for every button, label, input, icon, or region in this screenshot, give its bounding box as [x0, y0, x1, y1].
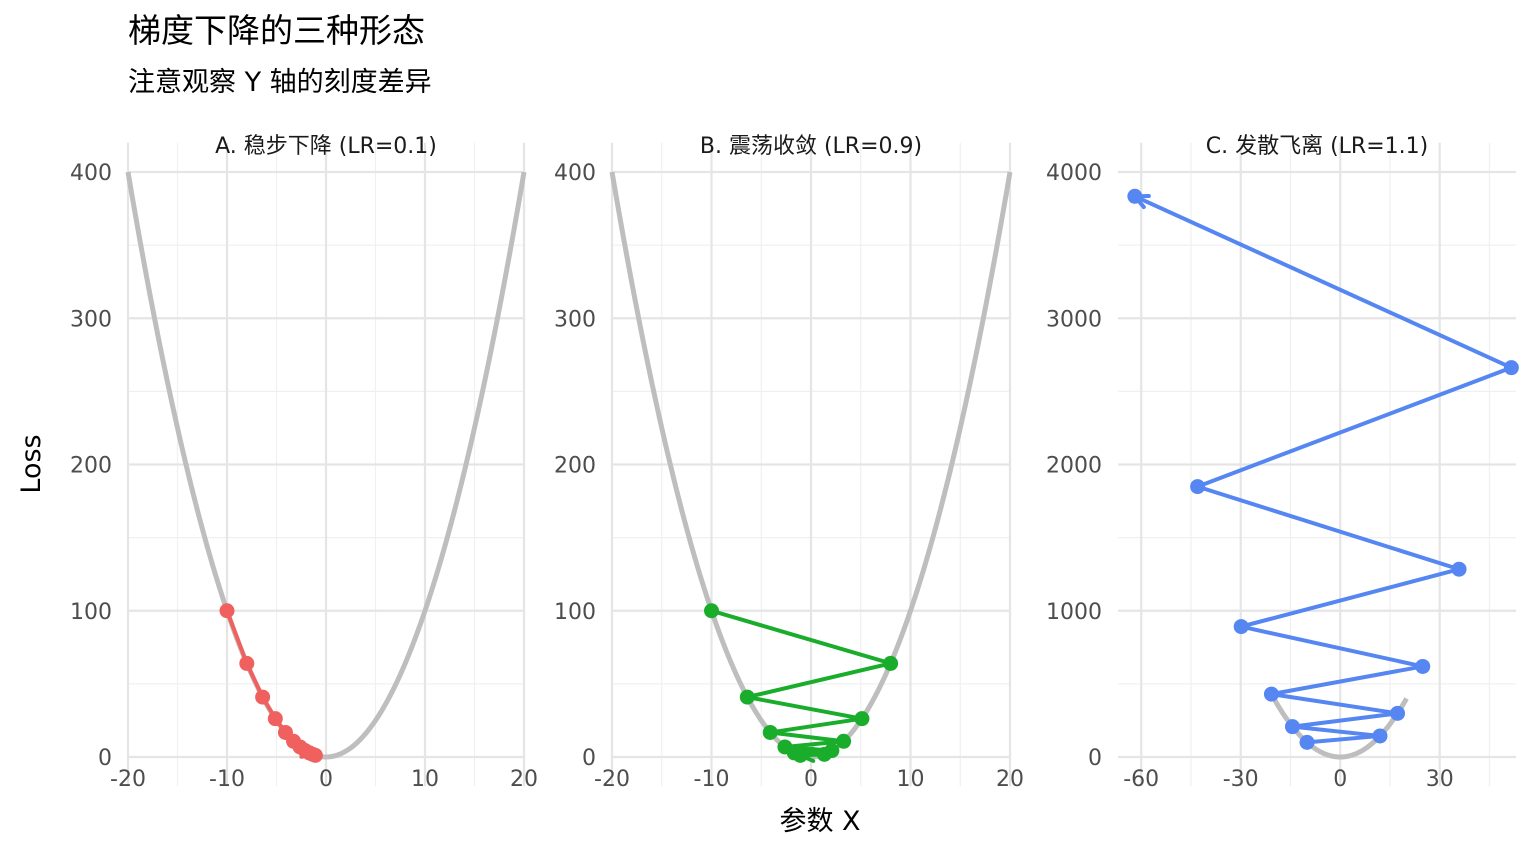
y-tick-label: 400	[554, 161, 596, 186]
path-segment	[1195, 365, 1514, 489]
path-segment	[225, 608, 249, 666]
y-tick-label: 1000	[1046, 600, 1102, 625]
descent-point	[1190, 479, 1206, 495]
descent-point	[1284, 719, 1300, 735]
descent-point	[792, 747, 808, 763]
loss-curve	[125, 171, 527, 760]
descent-point	[307, 747, 323, 763]
y-tick-label: 400	[70, 161, 112, 186]
y-tick-label: 300	[70, 307, 112, 332]
path-segment	[768, 716, 864, 735]
path-segment	[768, 730, 846, 744]
y-tick-label: 2000	[1046, 454, 1102, 479]
y-tick-label: 4000	[1046, 161, 1102, 186]
y-tick-label: 0	[98, 746, 112, 771]
x-tick-label: 30	[1426, 767, 1454, 792]
x-tick-label: -10	[694, 767, 730, 792]
path-segment	[1132, 194, 1514, 370]
descent-point	[739, 689, 755, 705]
path-segment	[745, 661, 893, 700]
descent-point	[1390, 705, 1406, 721]
y-tick-label: 300	[554, 307, 596, 332]
x-tick-label: 10	[897, 767, 925, 792]
panel-b-label: B. 震荡收敛 (LR=0.9)	[700, 134, 922, 159]
y-tick-label: 0	[582, 746, 596, 771]
y-tick-label: 100	[70, 600, 112, 625]
x-tick-label: -30	[1223, 767, 1259, 792]
descent-point	[762, 724, 778, 740]
descent-point	[1372, 728, 1388, 744]
panel-a-label: A. 稳步下降 (LR=0.1)	[215, 134, 437, 159]
descent-point	[1503, 360, 1519, 376]
descent-point	[836, 733, 852, 749]
x-axis-title: 参数 X	[779, 806, 860, 837]
path-segment	[709, 608, 893, 666]
y-tick-label: 200	[554, 454, 596, 479]
path-segment	[1269, 664, 1425, 697]
descent-point	[883, 655, 899, 671]
path-segment	[1305, 733, 1383, 745]
descent-point	[1415, 658, 1431, 674]
descent-point	[854, 711, 870, 727]
descent-point	[1127, 188, 1143, 204]
descent-point	[704, 603, 719, 619]
chart-subtitle: 注意观察 Y 轴的刻度差异	[128, 67, 432, 98]
x-tick-label: -10	[209, 767, 245, 792]
x-tick-label: -60	[1123, 767, 1159, 792]
x-tick-label: -20	[110, 767, 146, 792]
path-segment	[745, 695, 864, 721]
panel-c-label: C. 发散飞离 (LR=1.1)	[1206, 134, 1428, 159]
descent-point	[239, 655, 255, 671]
path-segment	[1269, 692, 1400, 716]
chart-title: 梯度下降的三种形态	[128, 11, 425, 50]
descent-point	[1263, 686, 1279, 702]
loss-curve	[609, 171, 1013, 760]
x-tick-label: 20	[510, 767, 538, 792]
x-tick-label: 0	[804, 767, 818, 792]
y-axis-title: Loss	[16, 434, 47, 493]
path-segment	[1239, 624, 1425, 669]
x-tick-label: 10	[411, 767, 439, 792]
path-segment	[1290, 711, 1400, 729]
descent-point	[1233, 619, 1249, 635]
y-tick-label: 100	[554, 600, 596, 625]
descent-point	[1451, 561, 1467, 577]
descent-point	[816, 746, 832, 762]
path-segment	[1239, 567, 1462, 629]
y-tick-label: 3000	[1046, 307, 1102, 332]
descent-point	[219, 603, 235, 619]
x-tick-label: 20	[996, 767, 1024, 792]
descent-point	[255, 689, 271, 705]
x-tick-label: 0	[319, 767, 333, 792]
y-tick-label: 200	[70, 454, 112, 479]
x-tick-label: 0	[1333, 767, 1347, 792]
y-tick-label: 0	[1088, 746, 1102, 771]
descent-point	[1299, 734, 1315, 750]
path-segment	[1195, 484, 1462, 572]
path-segment	[1290, 724, 1383, 738]
panel-c: -60 -30 0 30 0 1000 2000 3000 4000 C. 发散飞离 (LR=1.…	[1046, 134, 1519, 792]
descent-point	[267, 711, 283, 727]
x-tick-label: -20	[594, 767, 630, 792]
